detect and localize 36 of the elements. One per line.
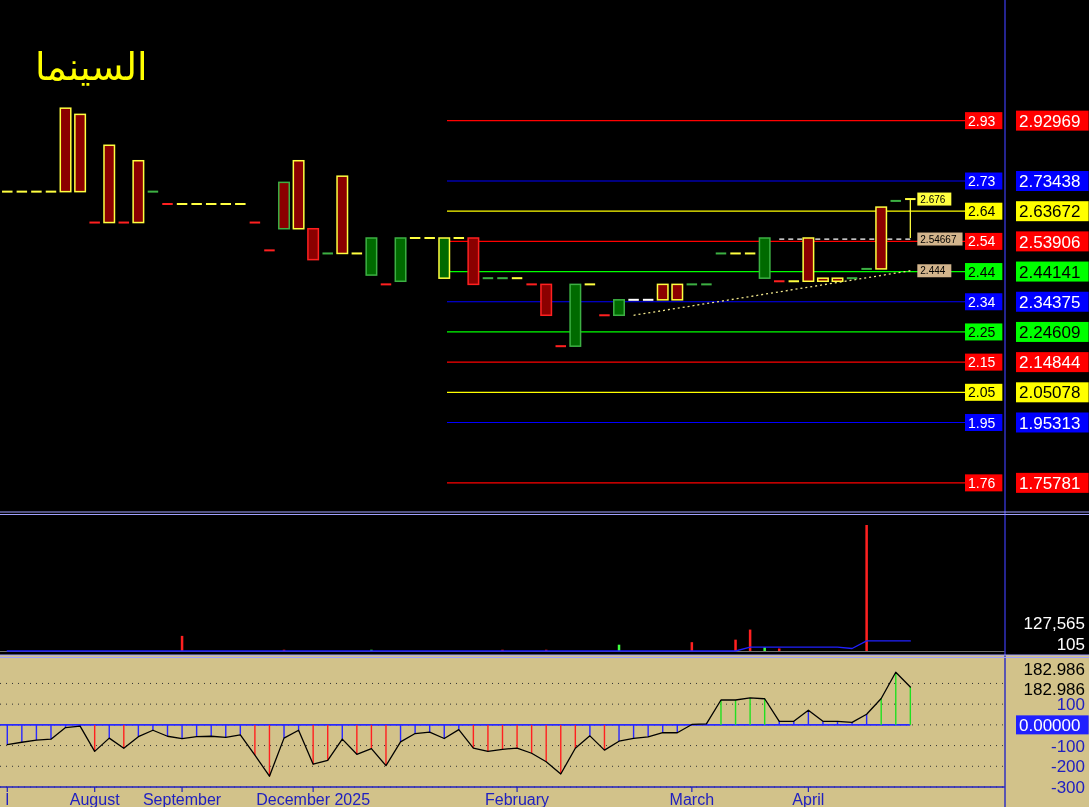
y-tick-label: 2.34375 (1019, 292, 1081, 312)
y-tick-label: 2.92969 (1019, 111, 1081, 131)
y-tick-label: 1.75781 (1019, 473, 1081, 493)
ref-line-label: 1.76 (968, 474, 996, 491)
ref-line-label: 2.25 (968, 323, 996, 340)
ref-line-label: 2.64 (968, 203, 996, 220)
ref-line-label: 2.15 (968, 354, 996, 371)
y-tick-label: 2.53906 (1019, 232, 1081, 252)
x-tick-label: December 2025 (256, 791, 371, 807)
y-tick-label: 2.24609 (1019, 323, 1081, 343)
text: 105 (1056, 635, 1085, 654)
annotation: 2.54667 (920, 233, 957, 245)
y-tick-label: -100 (1050, 736, 1085, 756)
y-tick-label: 2.44141 (1019, 262, 1081, 282)
text: 127,565 (1023, 614, 1085, 633)
x-tick-label: March (669, 791, 715, 807)
ref-line-label: 2.05 (968, 384, 996, 401)
y-tick-label: 2.63672 (1019, 202, 1081, 222)
y-tick-label: -300 (1050, 778, 1085, 797)
x-tick-label: l (5, 791, 10, 807)
ref-line-label: 2.73 (968, 173, 996, 190)
y-tick-label: 2.05078 (1019, 383, 1081, 403)
ref-line-label: 2.54 (968, 233, 996, 250)
y-tick-label: 1.95313 (1019, 413, 1081, 433)
text: 182.986 (1023, 660, 1085, 679)
ref-line-label: 2.44 (968, 263, 996, 280)
annotation: 2.444 (920, 265, 946, 277)
y-tick-label: 2.73438 (1019, 172, 1081, 192)
y-tick-label: 2.14844 (1019, 353, 1081, 373)
ref-line-label: 2.93 (968, 112, 996, 129)
annotation: 2.676 (920, 193, 946, 205)
text: السينما (35, 45, 148, 89)
y-tick-label: -200 (1050, 757, 1085, 777)
ref-line-label: 2.34 (968, 293, 996, 310)
ref-line-label: 1.95 (968, 414, 996, 431)
y-tick-label: 0.00000 (1019, 715, 1081, 735)
